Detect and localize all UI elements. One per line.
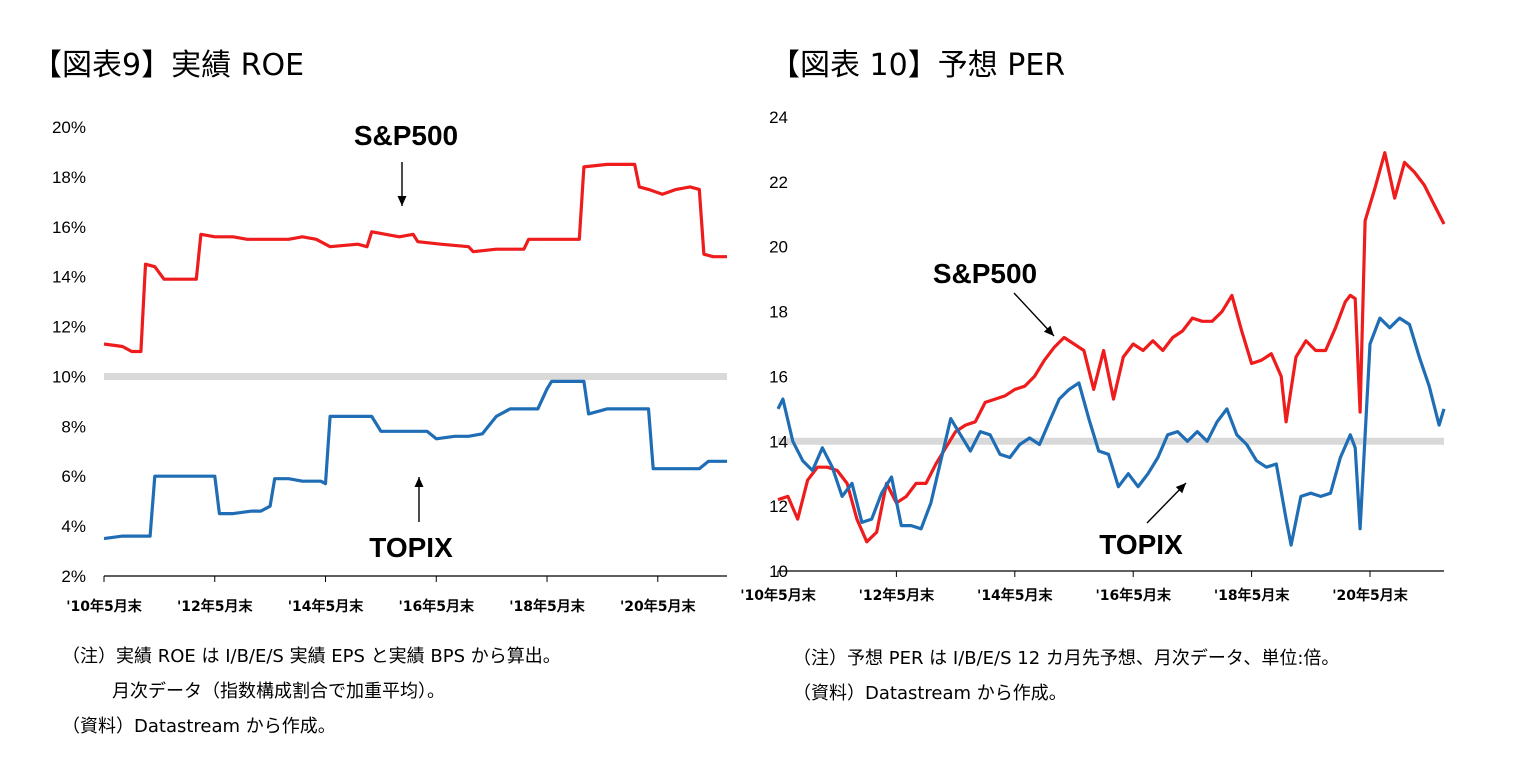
y-tick-label: 12	[769, 497, 788, 516]
x-tick-label: '16年5月末	[1095, 587, 1172, 604]
x-tick-label: '18年5月末	[509, 598, 586, 615]
y-tick-label: 14	[769, 432, 788, 451]
x-tick-label: '16年5月末	[399, 598, 476, 615]
series-label-sp500: S&P500	[933, 258, 1037, 289]
series-line-topix	[776, 316, 1446, 547]
y-tick-label: 10	[769, 562, 788, 581]
arrowhead-sp500	[397, 196, 407, 206]
roe-note-1: （注）実績 ROE は I/B/E/S 実績 EPS と実績 BPS から算出。	[62, 646, 561, 667]
arrowhead-sp500	[1043, 325, 1054, 336]
series-label-topix: TOPIX	[1099, 529, 1183, 560]
series-line-sp500	[777, 151, 1446, 544]
y-tick-label: 12%	[52, 318, 86, 337]
per-note-1: （注）予想 PER は I/B/E/S 12 カ月先予想、月次データ、単位:倍。	[793, 648, 1340, 669]
y-tick-label: 20%	[52, 118, 86, 137]
x-tick-label: '14年5月末	[977, 587, 1054, 604]
y-tick-label: 8%	[61, 417, 86, 436]
x-tick-label: '14年5月末	[288, 598, 365, 615]
series-line-topix	[103, 379, 727, 541]
x-tick-label: '10年5月末	[66, 598, 143, 615]
roe-chart: '10年5月末 '12年5月末 '14年5月末 '16年5月末 '18年5月末 '20年5…	[52, 118, 727, 615]
series-label-topix: TOPIX	[369, 532, 453, 563]
y-tick-label: 20	[769, 238, 788, 257]
per-chart: '10年5月末 '12年5月末 '14年5月末 '16年5月末 '18年5月末 '20年5…	[740, 108, 1446, 604]
y-tick-label: 14%	[52, 268, 86, 287]
x-tick-label: '18年5月末	[1214, 587, 1291, 604]
y-tick-label: 2%	[61, 567, 86, 586]
arrowhead-topix	[1175, 483, 1186, 494]
y-tick-label: 22	[769, 173, 788, 192]
roe-note-3: （資料）Datastream から作成。	[62, 716, 336, 737]
x-tick-label: '10年5月末	[740, 587, 817, 604]
x-tick-label: '12年5月末	[177, 598, 254, 615]
y-tick-label: 18%	[52, 168, 86, 187]
y-tick-label: 16%	[52, 218, 86, 237]
y-tick-label: 10%	[52, 367, 86, 386]
per-note-2: （資料）Datastream から作成。	[793, 683, 1067, 704]
y-tick-label: 4%	[61, 517, 86, 536]
x-tick-label: '20年5月末	[1332, 587, 1409, 604]
x-tick-label: '20年5月末	[620, 598, 697, 615]
y-tick-label: 16	[769, 367, 788, 386]
chart-title-per: 【図表 10】予想 PER	[770, 48, 1066, 83]
arrowhead-topix	[414, 477, 424, 487]
series-label-sp500: S&P500	[354, 120, 458, 151]
series-line-sp500	[103, 162, 727, 354]
y-tick-label: 24	[769, 108, 788, 127]
roe-note-2: 月次データ（指数構成割合で加重平均）。	[112, 681, 445, 702]
chart-title-roe: 【図表9】実績 ROE	[32, 48, 305, 83]
y-tick-label: 18	[769, 303, 788, 322]
x-tick-label: '12年5月末	[859, 587, 936, 604]
y-tick-label: 6%	[61, 467, 86, 486]
